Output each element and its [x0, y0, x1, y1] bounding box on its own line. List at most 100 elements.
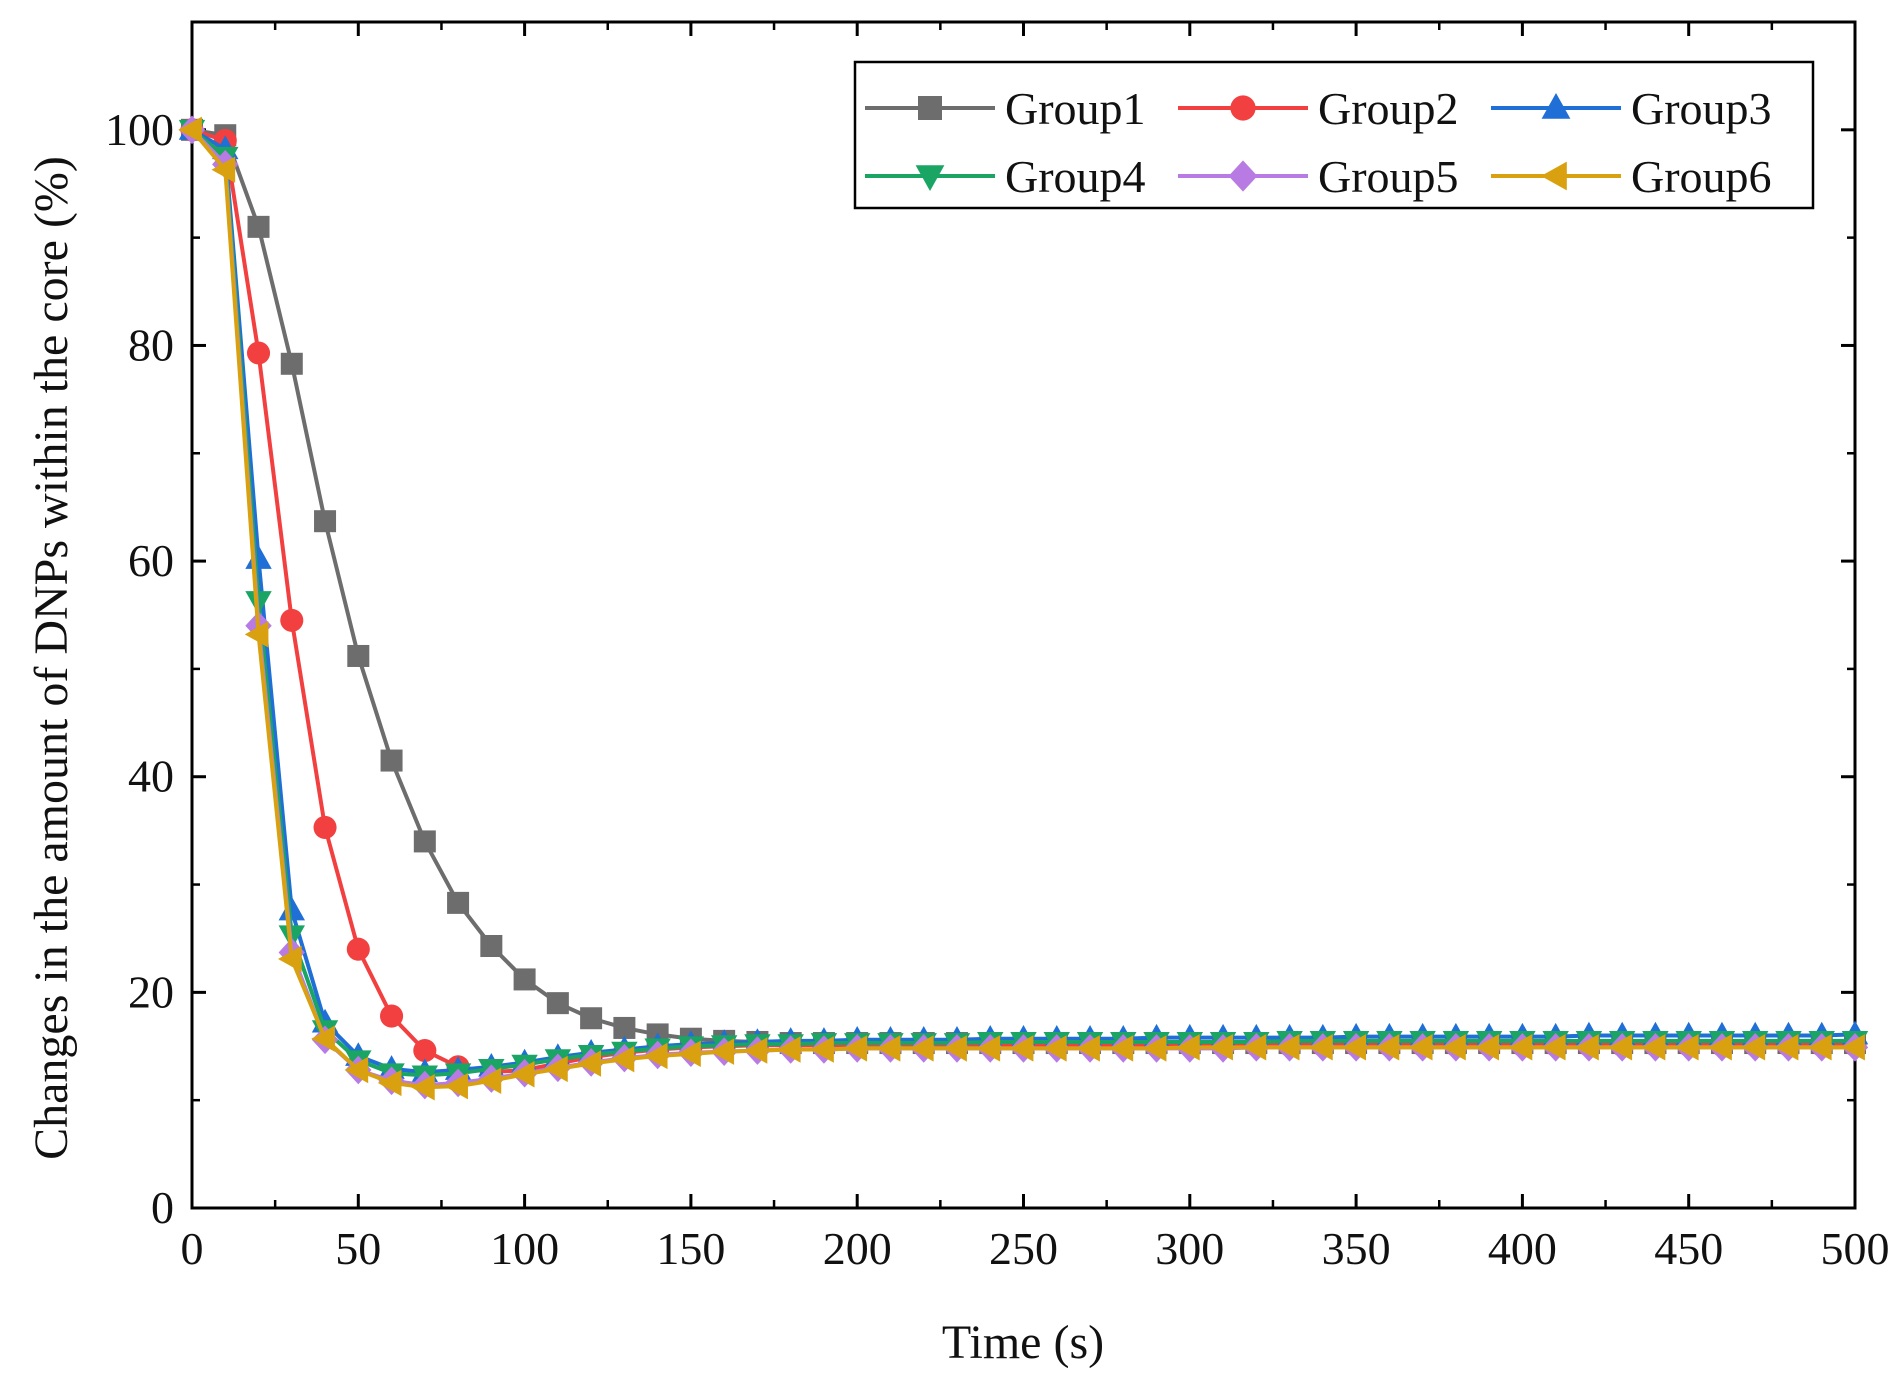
group2-point: [313, 815, 337, 839]
group6-point: [444, 1072, 468, 1100]
group1-point: [314, 510, 337, 533]
group5-line: [190, 128, 1855, 1088]
group6-point: [1575, 1034, 1599, 1061]
x-tick-label: 450: [1654, 1223, 1723, 1274]
legend-marker: [1228, 160, 1258, 192]
group6-point: [1176, 1034, 1200, 1061]
y-tick-label: 40: [128, 751, 174, 802]
group1-point: [347, 644, 370, 667]
group6-point: [1841, 1034, 1865, 1061]
x-tick-label: 300: [1155, 1223, 1224, 1274]
axis-labels: Time (s) Changes in the amount of DNPs w…: [25, 156, 1104, 1369]
legend-marker: [1541, 93, 1571, 119]
group2-point: [346, 937, 370, 961]
series-layer: [178, 115, 1869, 1101]
group6-point: [743, 1037, 768, 1064]
legend-label: Group1: [1005, 83, 1146, 134]
group1-line: [191, 127, 1855, 1046]
legend-item-group2: Group2: [1178, 83, 1459, 134]
legend-item-group3: Group3: [1491, 83, 1772, 134]
legend-label: Group4: [1005, 151, 1146, 202]
series-group2: [180, 118, 1867, 1084]
x-tick-label: 150: [656, 1223, 725, 1274]
series-group5: [178, 115, 1869, 1100]
group3-point: [278, 896, 305, 921]
group6-point: [976, 1035, 1001, 1062]
legend-item-group1: Group1: [865, 83, 1146, 134]
group6-point: [311, 1025, 335, 1052]
x-tick-label: 0: [181, 1223, 204, 1274]
series-group4: [178, 119, 1869, 1090]
group6-point: [344, 1056, 369, 1084]
group6-point: [411, 1074, 435, 1101]
group6-point: [810, 1036, 834, 1063]
group1-point: [546, 992, 569, 1015]
group6-point: [943, 1035, 967, 1062]
x-tick-label: 400: [1488, 1223, 1557, 1274]
group6-point: [1309, 1034, 1333, 1061]
legend-label: Group2: [1318, 83, 1459, 134]
group6-point: [1708, 1034, 1732, 1061]
group6-point: [677, 1040, 701, 1068]
group1-point: [613, 1016, 636, 1039]
y-tick-label: 0: [151, 1182, 174, 1233]
group1-point: [280, 352, 303, 375]
group6-point: [510, 1061, 535, 1088]
series-group1: [181, 118, 1866, 1055]
x-tick-label: 50: [335, 1223, 381, 1274]
group6-point: [1275, 1034, 1300, 1061]
group6-point: [1541, 1034, 1566, 1061]
group6-point: [776, 1036, 801, 1063]
group2-point: [246, 341, 271, 365]
y-axis-title: Changes in the amount of DNPs within the…: [25, 156, 78, 1160]
group6-point: [1674, 1034, 1699, 1061]
group1-point: [480, 935, 503, 958]
x-tick-label: 500: [1821, 1223, 1890, 1274]
group6-point: [1774, 1034, 1799, 1061]
group1-point: [413, 830, 436, 853]
x-tick-label: 200: [823, 1223, 892, 1274]
legend-item-group4: Group4: [865, 151, 1146, 202]
group6-line: [190, 128, 1855, 1090]
group6-point: [610, 1046, 635, 1073]
group6-point: [544, 1055, 568, 1083]
group6-point: [1475, 1034, 1500, 1061]
group6-point: [1043, 1035, 1067, 1062]
group6-point: [1508, 1034, 1533, 1061]
legend-marker: [915, 165, 945, 191]
group1-point: [247, 215, 270, 238]
y-tick-label: 100: [105, 104, 174, 155]
x-tick-label: 100: [490, 1223, 559, 1274]
group6-point: [1109, 1035, 1134, 1062]
x-axis-title: Time (s): [942, 1316, 1104, 1369]
group3-line: [190, 128, 1856, 1075]
legend: Group1 Group2 Group3 Group4 Group5 Group6: [853, 60, 1815, 210]
series-group6: [178, 116, 1865, 1101]
group6-point: [1807, 1034, 1832, 1061]
group6-point: [1375, 1034, 1400, 1061]
group6-point: [1142, 1035, 1167, 1062]
group6-point: [1641, 1034, 1666, 1061]
legend-marker: [1230, 95, 1256, 121]
group6-point: [1442, 1034, 1466, 1061]
axis-ticks: 0 50 100 150 200 250 300 350 400 450 500 0 20 40 60 80 1…: [105, 20, 1890, 1274]
legend-label: Group3: [1631, 83, 1772, 134]
group6-point: [1608, 1034, 1633, 1061]
group6-point: [477, 1067, 502, 1094]
legend-marker: [918, 96, 942, 120]
group6-point: [1408, 1034, 1433, 1061]
legend-label: Group5: [1318, 151, 1459, 202]
group6-point: [1342, 1034, 1366, 1061]
group2-line: [191, 127, 1855, 1075]
group6-point: [1209, 1034, 1233, 1061]
group6-point: [643, 1042, 668, 1070]
group6-point: [876, 1035, 901, 1062]
group6-point: [1076, 1035, 1100, 1062]
y-tick-label: 60: [128, 535, 174, 586]
group4-line: [190, 128, 1855, 1078]
legend-box: [853, 60, 1815, 210]
group2-point: [380, 1004, 404, 1028]
y-tick-label: 20: [128, 966, 174, 1017]
group6-point: [244, 621, 269, 648]
legend-marker: [1541, 161, 1567, 191]
